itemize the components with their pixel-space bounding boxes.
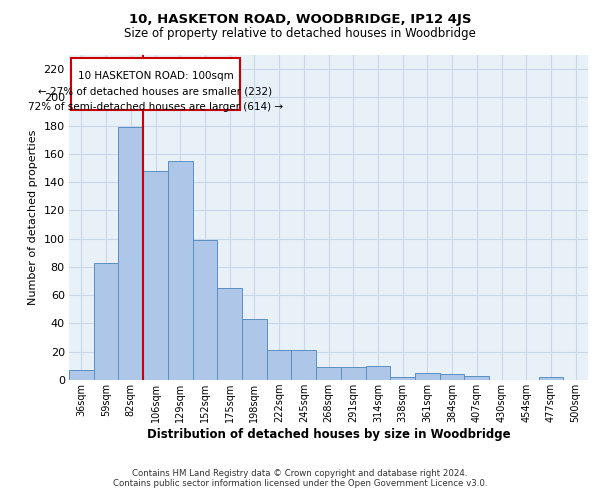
Bar [168, 161, 193, 380]
Bar [464, 376, 489, 380]
Y-axis label: Number of detached properties: Number of detached properties [28, 130, 38, 305]
Text: Contains public sector information licensed under the Open Government Licence v3: Contains public sector information licen… [113, 478, 487, 488]
Bar [118, 127, 143, 380]
Bar [440, 374, 464, 380]
Bar [316, 368, 341, 380]
Bar [415, 373, 440, 380]
Bar [94, 262, 118, 380]
Text: Contains HM Land Registry data © Crown copyright and database right 2024.: Contains HM Land Registry data © Crown c… [132, 468, 468, 477]
Bar [242, 319, 267, 380]
Bar [365, 366, 390, 380]
Bar [69, 370, 94, 380]
Text: 10, HASKETON ROAD, WOODBRIDGE, IP12 4JS: 10, HASKETON ROAD, WOODBRIDGE, IP12 4JS [129, 12, 471, 26]
Text: ← 27% of detached houses are smaller (232): ← 27% of detached houses are smaller (23… [38, 86, 272, 96]
Bar [267, 350, 292, 380]
Bar [292, 350, 316, 380]
Bar [390, 377, 415, 380]
Bar [341, 368, 365, 380]
Text: 10 HASKETON ROAD: 100sqm: 10 HASKETON ROAD: 100sqm [77, 70, 233, 81]
Bar [143, 171, 168, 380]
Bar [193, 240, 217, 380]
Bar [217, 288, 242, 380]
Text: 72% of semi-detached houses are larger (614) →: 72% of semi-detached houses are larger (… [28, 102, 283, 112]
Text: Distribution of detached houses by size in Woodbridge: Distribution of detached houses by size … [147, 428, 511, 441]
Bar [539, 377, 563, 380]
Text: Size of property relative to detached houses in Woodbridge: Size of property relative to detached ho… [124, 28, 476, 40]
FancyBboxPatch shape [71, 58, 239, 110]
